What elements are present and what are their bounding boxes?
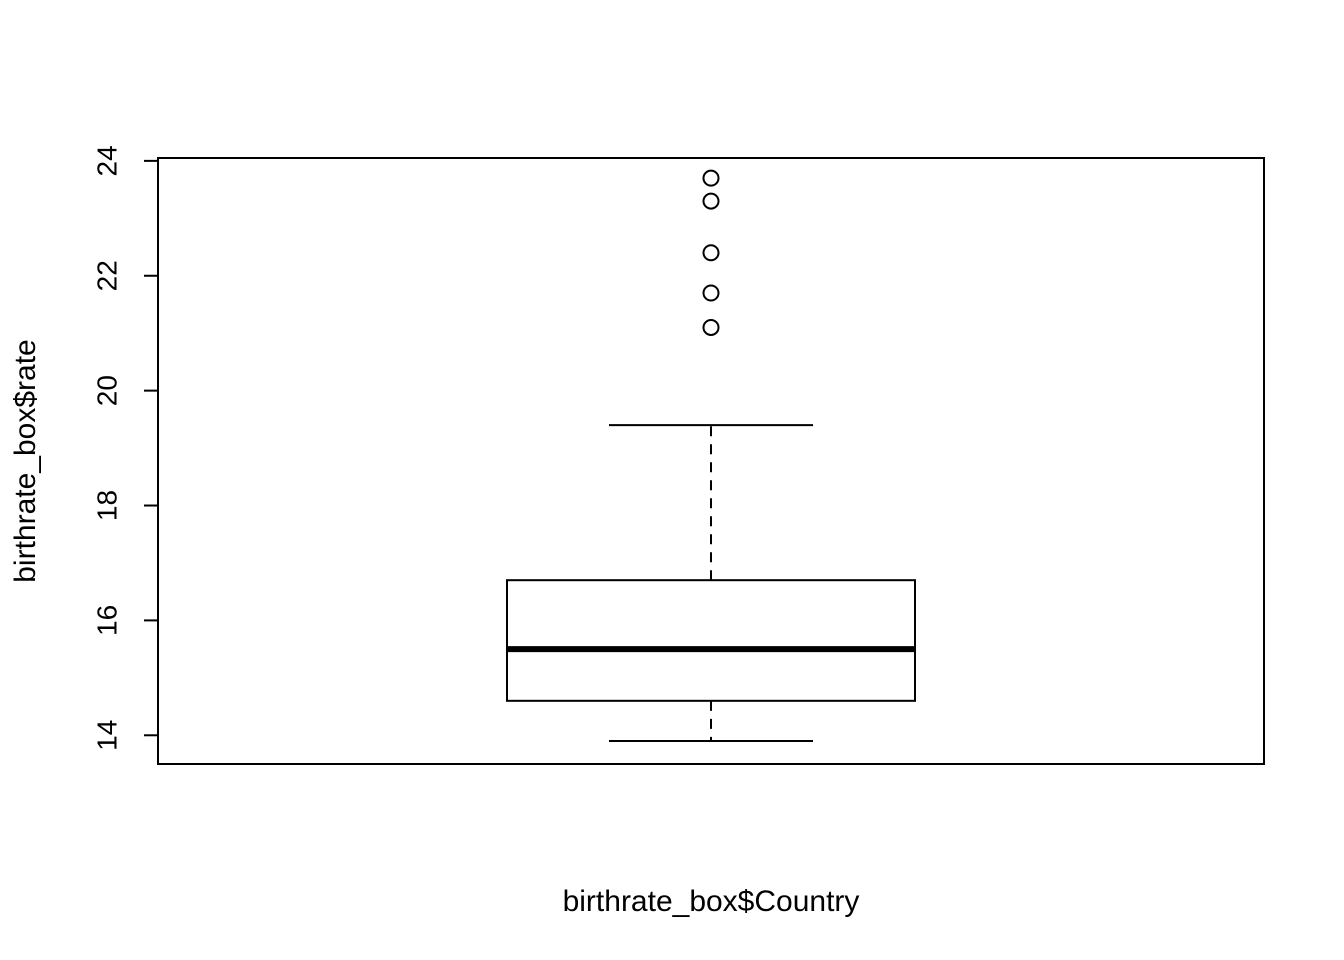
outlier-point <box>702 169 720 187</box>
y-tick-label: 18 <box>91 490 122 521</box>
outlier-point <box>702 244 720 262</box>
y-tick-label: 22 <box>91 260 122 291</box>
y-tick-label: 16 <box>91 605 122 636</box>
y-tick-label: 20 <box>91 375 122 406</box>
outlier-point <box>702 318 720 336</box>
y-tick-label: 24 <box>91 145 122 176</box>
box-plot <box>506 169 916 743</box>
x-axis-label: birthrate_box$Country <box>563 885 860 918</box>
outlier-point <box>702 192 720 210</box>
outlier-point <box>702 284 720 302</box>
y-axis-label: birthrate_box$rate <box>9 339 42 583</box>
interquartile-box <box>506 579 916 702</box>
y-tick-label: 14 <box>91 720 122 751</box>
y-axis: 14 16 18 20 22 24 <box>91 145 159 751</box>
